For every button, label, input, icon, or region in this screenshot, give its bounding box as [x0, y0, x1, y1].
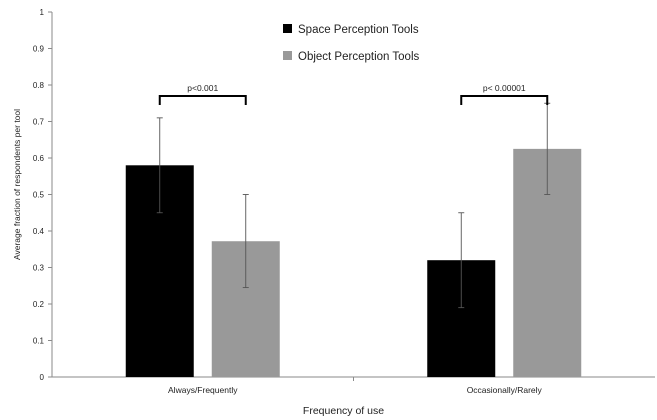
y-tick-label: 0.7 — [33, 118, 45, 127]
legend-label-space-perception: Space Perception Tools — [298, 24, 419, 36]
legend-swatch-object-perception — [283, 51, 292, 60]
y-tick-label: 0.8 — [33, 81, 45, 90]
y-tick-label: 0.2 — [33, 300, 45, 309]
significance-label: p<0.001 — [187, 83, 218, 93]
legend-swatch-space-perception — [283, 24, 292, 33]
y-tick-label: 0.4 — [33, 227, 45, 236]
bars — [125, 148, 582, 377]
y-tick-label: 1 — [40, 8, 45, 17]
legend-label-object-perception: Object Perception Tools — [298, 51, 419, 63]
significance-bracket — [158, 94, 247, 105]
y-tick-label: 0.5 — [33, 191, 45, 200]
y-tick-label: 0.9 — [33, 45, 45, 54]
x-axis-title: Frequency of use — [303, 405, 384, 417]
y-axis: 0 0.1 0.2 0.3 0.4 0.5 0.6 0.7 0.8 0.9 1 — [33, 8, 53, 382]
x-tick-label: Always/Frequently — [168, 385, 238, 395]
significance-bracket — [460, 94, 549, 105]
x-tick-label: Occasionally/Rarely — [467, 385, 543, 395]
y-axis-title: Average fraction of respondents per tool — [12, 109, 22, 260]
error-bars — [156, 102, 551, 309]
legend: Space Perception Tools Object Perception… — [283, 24, 419, 63]
y-tick-label: 0.1 — [33, 337, 45, 346]
y-tick-label: 0 — [40, 373, 45, 382]
y-tick-label: 0.3 — [33, 264, 45, 273]
x-axis: Always/Frequently Occasionally/Rarely — [52, 376, 655, 395]
y-tick-label: 0.6 — [33, 154, 45, 163]
significance-annotations: p<0.001 p< 0.00001 — [158, 83, 549, 105]
significance-label: p< 0.00001 — [483, 83, 526, 93]
